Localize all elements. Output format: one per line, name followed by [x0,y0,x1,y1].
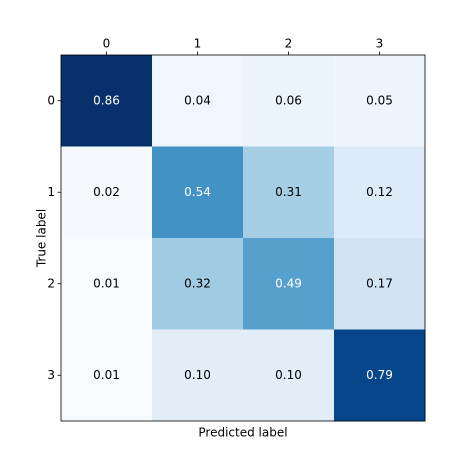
cell [334,238,426,330]
cell-label: 0.31 [275,185,302,199]
y-axis-label: True label [35,209,49,268]
cell [243,55,335,147]
cell [152,146,244,239]
cell [152,238,244,330]
frame [60,54,426,422]
cell-label: 0.49 [275,276,302,290]
cell-label: 0.86 [93,93,120,107]
cell [61,55,153,147]
cells [61,55,426,422]
cell-label: 0.02 [93,185,120,199]
x-tick-label: 1 [194,37,202,51]
cell-label: 0.05 [366,93,393,107]
y-tick-label: 3 [47,368,55,382]
cell-label: 0.79 [366,368,393,382]
x-axis-label: Predicted label [198,426,287,440]
cell-label: 0.10 [275,368,302,382]
cell-label: 0.01 [93,276,120,290]
cell-label: 0.10 [184,368,211,382]
cell-label: 0.01 [93,368,120,382]
cell [243,238,335,330]
cell-label: 0.12 [366,185,393,199]
cell [152,329,244,422]
cell-label: 0.04 [184,93,211,107]
y-tick-label: 2 [47,276,55,290]
cell-label: 0.17 [366,276,393,290]
x-tick-label: 3 [376,37,384,51]
cell [243,146,335,239]
cell [334,55,426,147]
cell [334,146,426,239]
cell-label: 0.54 [184,185,211,199]
cell [61,238,153,330]
cell [61,146,153,239]
cell [61,329,153,422]
cell [334,329,426,422]
x-tick-label: 0 [103,37,111,51]
cell [152,55,244,147]
y-tick-label: 1 [47,185,55,199]
cell [243,329,335,422]
y-tick-label: 0 [47,93,55,107]
cell-label: 0.32 [184,276,211,290]
cell-label: 0.06 [275,93,302,107]
x-tick-label: 2 [285,37,293,51]
